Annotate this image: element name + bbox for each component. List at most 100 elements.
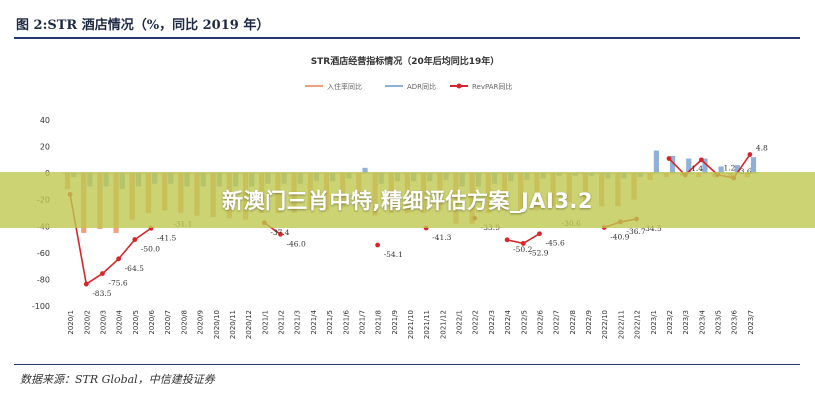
x-tick-label: 2021/6 bbox=[342, 309, 350, 334]
x-tick-label: 2022/1 bbox=[456, 310, 464, 335]
x-tick-label: 2023/3 bbox=[682, 310, 690, 335]
revpar-point bbox=[375, 242, 381, 248]
revpar-data-label: 1.4 bbox=[691, 164, 703, 173]
x-tick-label: 2020/1 bbox=[67, 310, 75, 335]
adr-bar bbox=[718, 166, 724, 174]
x-tick-label: 2023/1 bbox=[650, 310, 658, 335]
x-tick-label: 2020/6 bbox=[148, 309, 156, 334]
x-tick-labels: 2020/1 2020/2 2020/3 2020/4 2020/5 2020/6 2020… bbox=[67, 309, 755, 339]
legend-label: ADR同比 bbox=[407, 82, 436, 91]
x-tick-label: 2021/4 bbox=[310, 309, 318, 334]
x-tick-label: 2022/12 bbox=[634, 310, 642, 339]
legend-item-2: RevPAR同比 bbox=[450, 82, 512, 91]
x-tick-label: 2021/5 bbox=[326, 310, 334, 335]
figure-title: 图 2:STR 酒店情况（%，同比 2019 年） bbox=[16, 18, 270, 33]
revpar-data-label: -40.9 bbox=[610, 232, 629, 241]
revpar-data-label: -50.0 bbox=[141, 245, 160, 254]
chart-legend: 入住率同比 ADR同比 RevPAR同比 bbox=[305, 82, 512, 91]
y-tick-label: 40 bbox=[40, 116, 50, 125]
x-tick-label: 2022/4 bbox=[504, 309, 512, 334]
legend-item-0: 入住率同比 bbox=[305, 82, 362, 91]
x-tick-label: 2020/10 bbox=[213, 310, 221, 339]
y-tick-label: -100 bbox=[32, 302, 50, 311]
watermark-banner: 新澳门三肖中特,精细评估方案_JAI3.2 bbox=[0, 172, 815, 228]
revpar-data-label: -54.1 bbox=[384, 250, 403, 259]
x-tick-label: 2021/10 bbox=[407, 310, 415, 339]
x-tick-label: 2021/9 bbox=[391, 310, 399, 335]
revpar-data-label: -46.0 bbox=[287, 239, 306, 248]
x-tick-label: 2021/8 bbox=[375, 310, 383, 335]
x-tick-label: 2021/12 bbox=[439, 310, 447, 339]
revpar-point bbox=[666, 156, 672, 161]
adr-bar bbox=[669, 155, 676, 174]
revpar-data-label: -34.5 bbox=[643, 224, 662, 233]
revpar-point bbox=[116, 256, 122, 262]
revpar-point bbox=[83, 281, 89, 287]
revpar-data-label: -64.5 bbox=[125, 264, 144, 273]
x-tick-label: 2022/9 bbox=[585, 310, 593, 335]
adr-bar bbox=[702, 158, 708, 174]
adr-bar bbox=[362, 167, 368, 174]
x-tick-label: 2020/4 bbox=[116, 309, 124, 334]
source-rule bbox=[14, 364, 800, 365]
banner-text: 新澳门三肖中特,精细评估方案_JAI3.2 bbox=[221, 189, 594, 213]
revpar-point bbox=[132, 237, 138, 242]
revpar-point bbox=[747, 152, 753, 157]
x-tick-label: 2022/6 bbox=[536, 309, 544, 334]
revpar-segment bbox=[69, 194, 152, 286]
x-tick-label: 2020/9 bbox=[197, 310, 205, 335]
revpar-point bbox=[100, 271, 105, 276]
revpar-point bbox=[520, 241, 526, 246]
legend-item-1: ADR同比 bbox=[385, 82, 436, 91]
adr-bar bbox=[653, 150, 659, 174]
x-tick-label: 2022/10 bbox=[601, 310, 609, 339]
x-tick-label: 2020/2 bbox=[83, 310, 91, 335]
adr-bar bbox=[686, 158, 692, 174]
revpar-data-label: -50.2 bbox=[513, 245, 532, 254]
revpar-data-label: -37.4 bbox=[270, 228, 289, 237]
revpar-data-label: -83.5 bbox=[92, 289, 111, 298]
adr-bar bbox=[750, 157, 757, 174]
x-tick-label: 2022/11 bbox=[617, 310, 625, 339]
x-tick-label: 2023/5 bbox=[715, 310, 723, 335]
chart-title: STR酒店经营指标情况（20年后均同比19年） bbox=[311, 55, 500, 67]
x-tick-label: 2021/3 bbox=[294, 310, 302, 335]
title-rule bbox=[14, 37, 800, 39]
x-tick-label: 2020/5 bbox=[132, 310, 140, 335]
x-tick-label: 2022/8 bbox=[569, 310, 577, 335]
x-tick-label: 2021/2 bbox=[278, 310, 286, 335]
x-tick-label: 2023/2 bbox=[666, 310, 674, 335]
x-tick-label: 2023/6 bbox=[731, 309, 739, 334]
x-tick-label: 2022/2 bbox=[472, 310, 480, 335]
source-note: 数据来源：STR Global，中信建投证券 bbox=[20, 373, 215, 386]
revpar-data-label: -41.5 bbox=[157, 233, 176, 242]
x-tick-label: 2021/11 bbox=[423, 310, 431, 339]
y-tick-label: -80 bbox=[37, 275, 50, 284]
revpar-data-label: 4.8 bbox=[756, 144, 768, 153]
x-tick-label: 2022/5 bbox=[520, 310, 528, 335]
x-tick-label: 2023/7 bbox=[747, 310, 755, 335]
x-tick-label: 2021/7 bbox=[358, 310, 366, 335]
x-tick-label: 2021/1 bbox=[261, 310, 269, 335]
revpar-data-label: -75.6 bbox=[108, 279, 127, 288]
y-tick-label: 20 bbox=[40, 143, 50, 152]
revpar-data-label: 1.2 bbox=[724, 164, 736, 173]
x-tick-label: 2020/12 bbox=[245, 310, 253, 339]
adr-bar bbox=[734, 165, 740, 174]
legend-label: 入住率同比 bbox=[327, 82, 362, 91]
revpar-data-label: -52.9 bbox=[529, 248, 548, 257]
legend-label: RevPAR同比 bbox=[472, 82, 512, 91]
x-tick-label: 2020/3 bbox=[99, 310, 107, 335]
revpar-data-label: 3.6 bbox=[740, 167, 752, 176]
revpar-point bbox=[698, 157, 704, 163]
x-tick-label: 2020/11 bbox=[229, 310, 237, 339]
revpar-data-label: -36.7 bbox=[626, 227, 645, 236]
revpar-point bbox=[278, 231, 283, 237]
revpar-data-label: -45.6 bbox=[545, 239, 564, 248]
y-tick-label: -60 bbox=[37, 249, 50, 258]
x-tick-label: 2022/7 bbox=[553, 310, 561, 335]
x-tick-label: 2023/4 bbox=[698, 309, 706, 334]
x-tick-label: 2020/7 bbox=[164, 310, 172, 335]
revpar-point bbox=[537, 231, 542, 237]
revpar-point bbox=[504, 237, 510, 243]
